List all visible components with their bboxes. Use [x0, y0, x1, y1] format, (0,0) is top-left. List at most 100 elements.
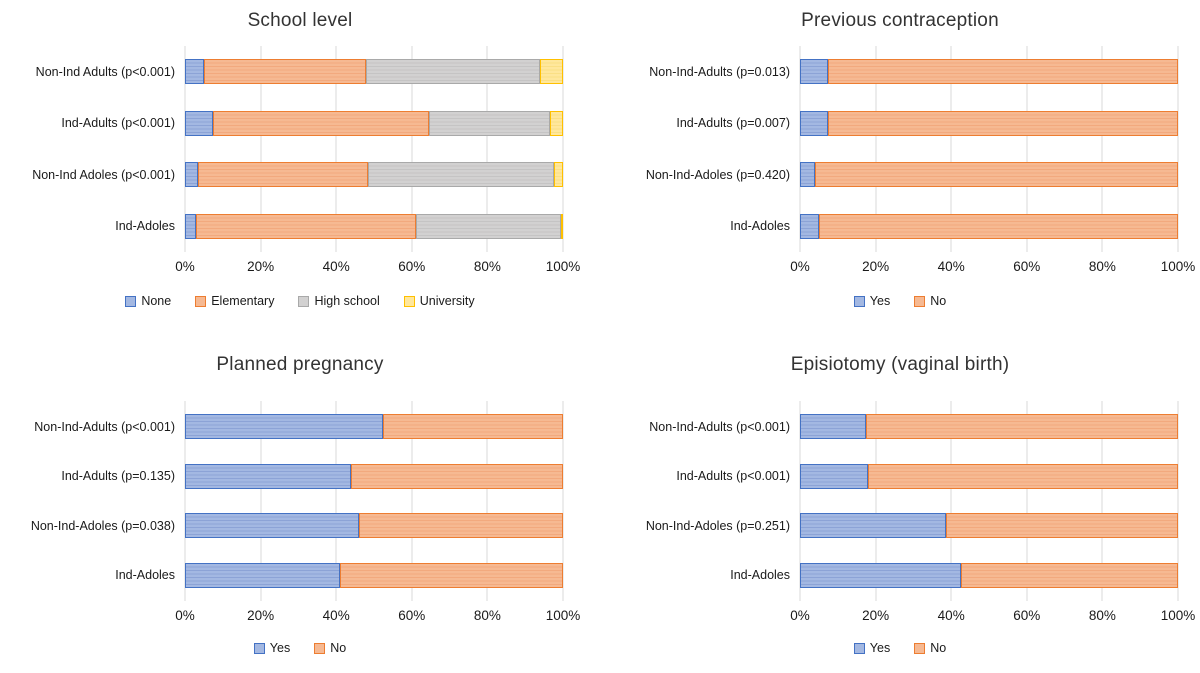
x-axis-tick-label: 0% — [790, 608, 810, 623]
chart-title: Planned pregnancy — [216, 354, 384, 375]
category-label: Ind-Adoles — [115, 568, 175, 583]
bar-segment-none — [185, 59, 204, 84]
bar-track — [800, 562, 1178, 588]
bar-segment-yes — [185, 513, 359, 539]
gridline — [184, 401, 186, 601]
gridline-layer — [184, 46, 564, 252]
category-label: Non-Ind-Adoles (p=0.038) — [30, 518, 175, 533]
category-label: Ind-Adoles — [115, 219, 175, 234]
bar-segment-none — [185, 110, 214, 136]
x-axis-tick-label: 100% — [545, 608, 581, 623]
bar-segment-no — [960, 562, 1178, 588]
bar-segment-no — [339, 562, 563, 588]
category-label: Non-Ind Adults (p<0.001) — [35, 64, 175, 79]
legend-label: No — [330, 641, 347, 655]
bar-segment-elementary — [213, 110, 429, 136]
legend-item: Elementary — [195, 294, 274, 308]
x-axis-tick-label: 40% — [322, 259, 350, 274]
legend-swatch-yes — [853, 295, 865, 307]
x-axis-tick-label: 80% — [1088, 259, 1116, 274]
legend-label: University — [419, 294, 475, 308]
bar-track — [800, 213, 1178, 239]
legend-swatch-yes — [253, 642, 265, 654]
bar-segment-yes — [800, 562, 961, 588]
gridline — [950, 401, 952, 601]
gridline — [875, 401, 877, 601]
bar-segment-yes — [800, 213, 819, 239]
legend-swatch-no — [914, 642, 926, 654]
category-label: Ind-Adults (p=0.007) — [676, 116, 790, 131]
legend-item: University — [403, 294, 475, 308]
category-label: Non-Ind-Adults (p<0.001) — [649, 419, 790, 434]
legend-swatch-yes — [853, 642, 865, 654]
bar-segment-university — [561, 213, 563, 239]
chart-row: Ind-Adults (p=0.135) — [0, 463, 600, 489]
x-axis-tick-label: 80% — [473, 259, 501, 274]
legend-swatch-no — [914, 295, 926, 307]
bar-segment-yes — [800, 513, 946, 539]
legend-swatch-none — [125, 295, 137, 307]
category-label: Ind-Adoles — [730, 568, 790, 583]
bar-segment-no — [815, 162, 1178, 188]
x-axis-tick-label: 60% — [1013, 259, 1041, 274]
chart-row: Non-Ind-Adults (p=0.013) — [600, 59, 1200, 84]
bar-segment-no — [868, 463, 1178, 489]
legend-label: Elementary — [211, 294, 275, 308]
x-axis-tick-label: 20% — [247, 608, 275, 623]
legend-swatch-no — [314, 642, 326, 654]
legend-label: No — [930, 294, 947, 308]
x-axis-tick-label: 80% — [1088, 608, 1116, 623]
chart-row: Ind-Adoles — [0, 562, 600, 588]
x-axis-tick-label: 100% — [1160, 608, 1196, 623]
plot-area: Non-Ind Adults (p<0.001) Ind-Adults (p<0.… — [0, 46, 600, 252]
bar-segment-yes — [185, 414, 384, 439]
bar-rows: Non-Ind Adults (p<0.001) Ind-Adults (p<0.… — [0, 46, 600, 252]
bar-track — [185, 213, 563, 239]
bar-segment-elementary — [196, 213, 416, 239]
gridline — [335, 46, 337, 252]
category-label: Ind-Adoles — [730, 219, 790, 234]
chart-row: Non-Ind-Adults (p<0.001) — [600, 414, 1200, 439]
legend: None Elementary High school University — [0, 294, 600, 308]
x-axis-tick-label: 0% — [175, 608, 195, 623]
bar-segment-university — [540, 59, 563, 84]
gridline-layer — [184, 401, 564, 601]
legend-swatch-high-school — [298, 295, 310, 307]
category-label: Non-Ind Adoles (p<0.001) — [32, 167, 175, 182]
bar-track — [800, 110, 1178, 136]
bar-segment-high-school — [428, 110, 550, 136]
chart-row: Ind-Adoles — [600, 213, 1200, 239]
gridline-layer — [799, 46, 1179, 252]
bar-segment-no — [351, 463, 563, 489]
gridline — [260, 46, 262, 252]
gridline — [1177, 401, 1179, 601]
bar-segment-high-school — [366, 59, 541, 84]
legend-label: Yes — [869, 641, 891, 655]
gridline — [799, 401, 801, 601]
bar-segment-no — [945, 513, 1178, 539]
bar-track — [185, 513, 563, 539]
gridline — [950, 46, 952, 252]
legend-item: No — [314, 641, 346, 655]
category-label: Non-Ind-Adoles (p=0.420) — [645, 167, 790, 182]
gridline — [411, 401, 413, 601]
x-axis-tick-label: 60% — [398, 608, 426, 623]
plot-area: Non-Ind-Adults (p<0.001) Ind-Adults (p<0.… — [600, 401, 1200, 601]
bar-segment-no — [818, 213, 1178, 239]
chart-row: Non-Ind-Adults (p<0.001) — [0, 414, 600, 439]
x-axis-tick-label: 100% — [1160, 259, 1196, 274]
legend: Yes No — [600, 641, 1200, 655]
chart-row: Ind-Adoles — [600, 562, 1200, 588]
bar-segment-none — [185, 162, 199, 188]
bar-segment-elementary — [198, 162, 369, 188]
bar-track — [185, 162, 563, 188]
gridline-layer — [799, 401, 1179, 601]
gridline — [1026, 46, 1028, 252]
chart-row: Non-Ind-Adoles (p=0.420) — [600, 162, 1200, 188]
bar-rows: Non-Ind-Adults (p=0.013) Ind-Adults (p=0.… — [600, 46, 1200, 252]
x-axis-tick-label: 100% — [545, 259, 581, 274]
chart-row: Non-Ind-Adoles (p=0.038) — [0, 513, 600, 539]
bar-track — [800, 414, 1178, 439]
legend-swatch-university — [403, 295, 415, 307]
category-label: Non-Ind-Adoles (p=0.251) — [645, 518, 790, 533]
